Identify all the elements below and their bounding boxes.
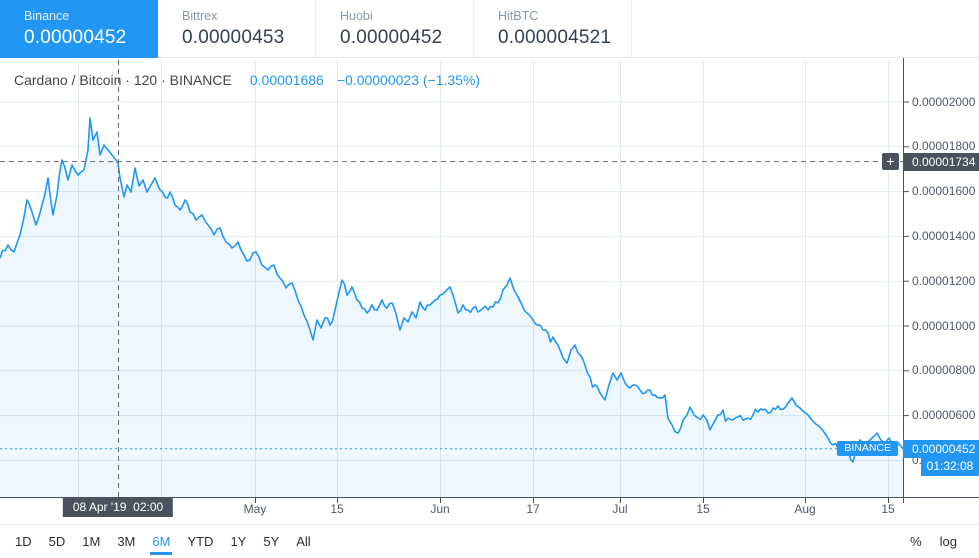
- exchange-tab-binance[interactable]: Binance 0.00000452: [0, 0, 158, 58]
- chart-legend: Cardano / Bitcoin · 120 · BINANCE 0.00001…: [14, 72, 480, 88]
- range-all[interactable]: All: [296, 534, 311, 549]
- date-range-switcher: 1D 5D 1M 3M 6M YTD 1Y 5Y All: [11, 525, 324, 558]
- tab-exchange-name: HitBTC: [498, 9, 539, 23]
- range-1d[interactable]: 1D: [15, 534, 32, 549]
- exchange-tab-bittrex[interactable]: Bittrex 0.00000453: [158, 0, 316, 58]
- time-axis[interactable]: 08 Apr '19 02:00 May 15 Jun 17 Jul 15 Aug 15: [0, 498, 979, 524]
- tab-price: 0.00000452: [340, 27, 443, 48]
- last-price-badge: 0.00000452: [903, 439, 979, 458]
- range-3m[interactable]: 3M: [117, 534, 136, 549]
- time-tick-label: 15: [881, 502, 895, 516]
- crosshair-price-badge: 0.00001734: [903, 152, 979, 171]
- time-tick-label: 15: [696, 502, 710, 516]
- bottom-toolbar: 1D 5D 1M 3M 6M YTD 1Y 5Y All % log: [0, 524, 979, 558]
- tab-exchange-name: Binance: [24, 9, 70, 23]
- symbol-title: Cardano / Bitcoin · 120 · BINANCE: [14, 72, 232, 88]
- exchange-tab-huobi[interactable]: Huobi 0.00000452: [316, 0, 474, 58]
- tab-price: 0.000004521: [498, 27, 612, 48]
- add-alert-plus-icon[interactable]: +: [882, 153, 899, 171]
- crosshair-date-badge: 08 Apr '19 02:00: [62, 498, 174, 517]
- chart-region: Cardano / Bitcoin · 120 · BINANCE 0.00001…: [0, 58, 979, 524]
- range-ytd[interactable]: YTD: [187, 534, 214, 549]
- time-tick-label: 15: [330, 502, 344, 516]
- exchange-tab-hitbtc[interactable]: HitBTC 0.000004521: [474, 0, 632, 58]
- price-tick-label: 0.00002000: [912, 94, 976, 109]
- tab-price: 0.00000453: [182, 27, 285, 48]
- tab-exchange-name: Bittrex: [182, 9, 218, 23]
- range-5d[interactable]: 5D: [48, 534, 66, 549]
- time-tick-label: Jul: [612, 502, 628, 516]
- time-tick-label: May: [243, 502, 267, 516]
- range-6m[interactable]: 6M: [148, 525, 174, 558]
- price-tick-label: 0.00001600: [912, 184, 976, 199]
- price-tick-label: 0.00001200: [912, 273, 976, 288]
- time-tick-label: Jun: [430, 502, 450, 516]
- range-5y[interactable]: 5Y: [263, 534, 280, 549]
- price-change-value: −0.00000023 (−1.35%): [336, 72, 481, 88]
- toolbar-spacer: [324, 525, 892, 558]
- time-tick-label: Aug: [794, 502, 816, 516]
- exchange-tabs-bar: Binance 0.00000452 Bittrex 0.00000453 Huobi 0…: [0, 0, 979, 58]
- log-scale-button[interactable]: log: [939, 534, 957, 549]
- price-tick-label: 0.00001800: [912, 139, 976, 154]
- price-tick-label: 0.00001000: [912, 318, 976, 333]
- range-1m[interactable]: 1M: [82, 534, 101, 549]
- series-exchange-tag: BINANCE: [837, 441, 898, 457]
- bar-countdown-timer: 01:32:08: [921, 457, 979, 477]
- price-line-path: [0, 117, 904, 463]
- price-axis[interactable]: 0.00002000 0.00001800 0.00001600 0.00001400…: [903, 58, 979, 498]
- percent-scale-button[interactable]: %: [910, 534, 922, 549]
- price-chart-plot[interactable]: [0, 58, 979, 503]
- price-tick-label: 0.00000600: [912, 408, 976, 423]
- time-tick-label: 17: [526, 502, 540, 516]
- tab-exchange-name: Huobi: [340, 9, 373, 23]
- price-tick-label: 0.00000800: [912, 363, 976, 378]
- last-price-value: 0.00001686: [249, 72, 324, 88]
- range-1y[interactable]: 1Y: [230, 534, 247, 549]
- area-fill: [0, 117, 903, 498]
- tab-price: 0.00000452: [24, 27, 127, 48]
- price-tick-label: 0.00001400: [912, 228, 976, 243]
